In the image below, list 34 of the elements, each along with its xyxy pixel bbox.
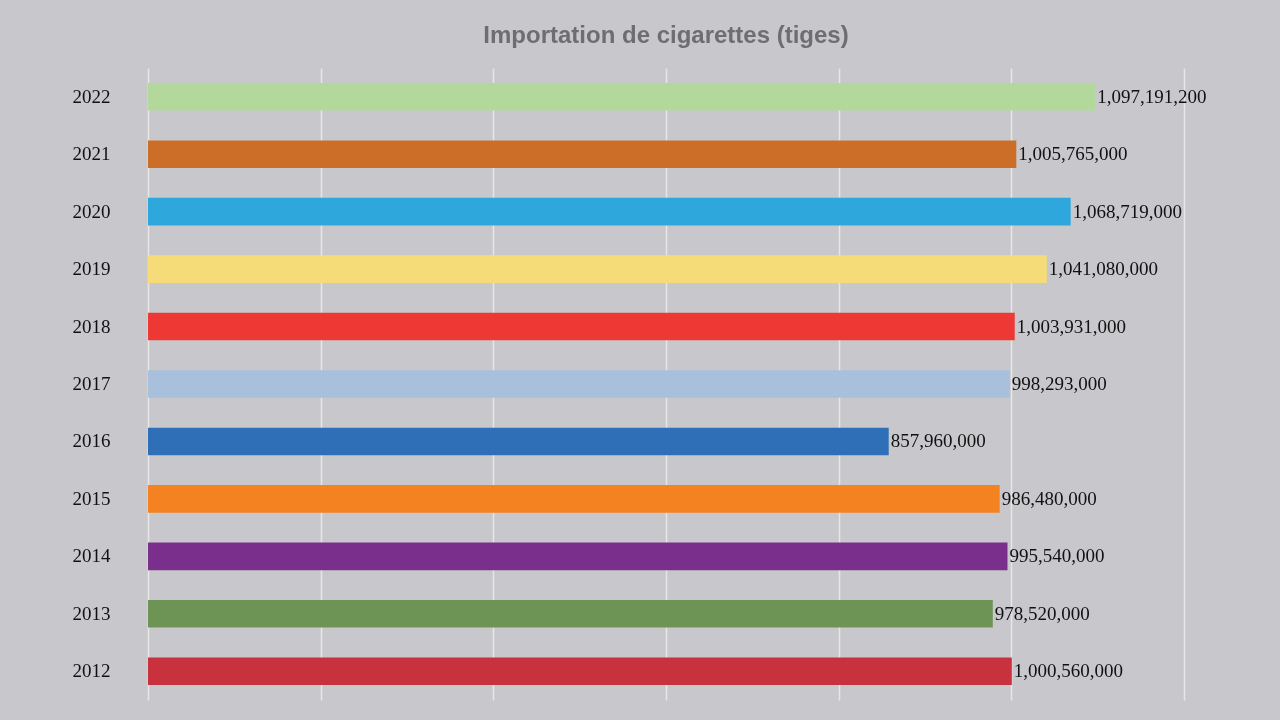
- data-label: 1,041,080,000: [1048, 258, 1159, 280]
- bar: [148, 657, 1012, 686]
- data-label: 1,000,560,000: [1013, 660, 1124, 682]
- bar: [148, 427, 889, 456]
- y-tick-label: 2016: [72, 430, 111, 452]
- bar: [148, 255, 1047, 283]
- bar: [148, 140, 1017, 168]
- y-tick-label: 2012: [72, 660, 111, 682]
- y-tick-label: 2020: [72, 200, 111, 222]
- y-tick-label: 2015: [72, 487, 111, 509]
- bar: [148, 485, 1000, 513]
- bar: [148, 197, 1071, 226]
- y-tick-label: 2022: [72, 85, 111, 107]
- y-tick-label: 2021: [72, 143, 111, 165]
- bar: [148, 542, 1008, 571]
- y-tick-label: 2017: [72, 373, 111, 394]
- chart-title: Importation de cigarettes (tiges): [483, 21, 849, 48]
- bar: [148, 370, 1010, 398]
- bar: [148, 600, 993, 628]
- data-label: 1,005,765,000: [1018, 143, 1128, 165]
- y-tick-label: 2013: [72, 602, 111, 624]
- data-label: 995,540,000: [1009, 545, 1105, 567]
- y-tick-label: 2018: [72, 315, 111, 337]
- data-label: 1,097,191,200: [1097, 85, 1207, 107]
- y-tick-label: 2019: [72, 258, 111, 280]
- data-label: 1,003,931,000: [1016, 315, 1126, 337]
- data-label: 986,480,000: [1001, 487, 1097, 509]
- y-tick-label: 2014: [72, 545, 111, 567]
- data-label: 978,520,000: [994, 602, 1090, 624]
- data-label: 1,068,719,000: [1072, 200, 1182, 222]
- data-label: 998,293,000: [1011, 373, 1107, 394]
- bar: [148, 82, 1096, 111]
- data-label: 857,960,000: [890, 430, 986, 452]
- bar: [148, 312, 1015, 341]
